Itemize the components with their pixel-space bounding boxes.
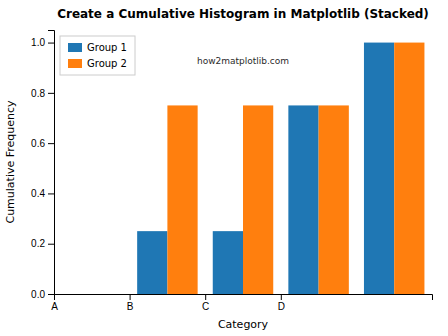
y-tick: 0.0: [31, 289, 54, 300]
y-tick-mark: [48, 93, 54, 94]
bar: [137, 231, 167, 294]
legend-label: Group 2: [87, 58, 127, 69]
bar: [92, 294, 122, 295]
x-tick: C: [202, 294, 209, 312]
y-tick: 0.4: [31, 188, 54, 199]
x-tick-label: A: [51, 301, 58, 312]
y-tick-mark: [48, 244, 54, 245]
bar: [288, 105, 318, 294]
y-axis-line: [48, 31, 55, 295]
legend-swatch: [68, 43, 82, 52]
y-tick: 0.2: [31, 238, 54, 249]
y-tick-mark: [48, 43, 54, 44]
y-axis: 0.0 0.2 0.4 0.6 0.8 1.0: [31, 31, 54, 300]
x-axis-line: [55, 295, 433, 301]
title: Create a Cumulative Histogram in Matplot…: [57, 7, 429, 21]
chart: A B C D 0.0 0.2 0.4 0.6 0.8 1.0 how2matplotlib.com…: [0, 0, 448, 336]
bar: [62, 294, 92, 295]
legend-item: Group 1: [68, 42, 127, 53]
bar: [243, 105, 273, 294]
x-tick-label: C: [202, 301, 209, 312]
y-tick-label: 1.0: [31, 37, 45, 48]
x-tick: B: [127, 294, 134, 312]
bars: [137, 43, 424, 294]
legend-item: Group 2: [68, 58, 127, 69]
x-tick-label: D: [278, 301, 285, 312]
bar: [364, 43, 394, 294]
y-tick: 0.6: [31, 138, 54, 149]
x-axis: A B C D: [51, 294, 432, 312]
legend-box: [60, 36, 135, 75]
bar: [167, 105, 197, 294]
x-tick-label: B: [127, 301, 134, 312]
y-tick-label: 0.8: [31, 88, 45, 99]
plot: A B C D 0.0 0.2 0.4 0.6 0.8 1.0 how2matplotlib.com…: [31, 31, 432, 313]
y-tick-mark: [48, 143, 54, 144]
y-tick-label: 0.2: [31, 238, 45, 249]
bar: [394, 43, 424, 294]
bar: [319, 105, 349, 294]
annotation: how2matplotlib.com: [197, 56, 289, 66]
x-tick: A: [51, 294, 58, 312]
legend: Group 1 Group 2: [60, 36, 135, 75]
y-tick-label: 0.6: [31, 138, 45, 149]
y-tick-mark: [48, 294, 54, 295]
y-tick: 0.8: [31, 88, 54, 99]
x-tick-mark: [205, 294, 206, 300]
y-tick: 1.0: [31, 37, 54, 48]
y-tick-label: 0.0: [31, 289, 45, 300]
x-tick-mark: [130, 294, 131, 300]
x-tick: D: [278, 294, 285, 312]
legend-label: Group 1: [87, 42, 127, 53]
x-tick-mark: [281, 294, 282, 300]
y-tick-label: 0.4: [31, 188, 45, 199]
x-axis-title: Category: [218, 318, 269, 331]
y-tick-mark: [48, 193, 54, 194]
bar: [213, 231, 243, 294]
y-axis-title: Cumulative Frequency: [4, 100, 17, 224]
legend-swatch: [68, 59, 82, 68]
